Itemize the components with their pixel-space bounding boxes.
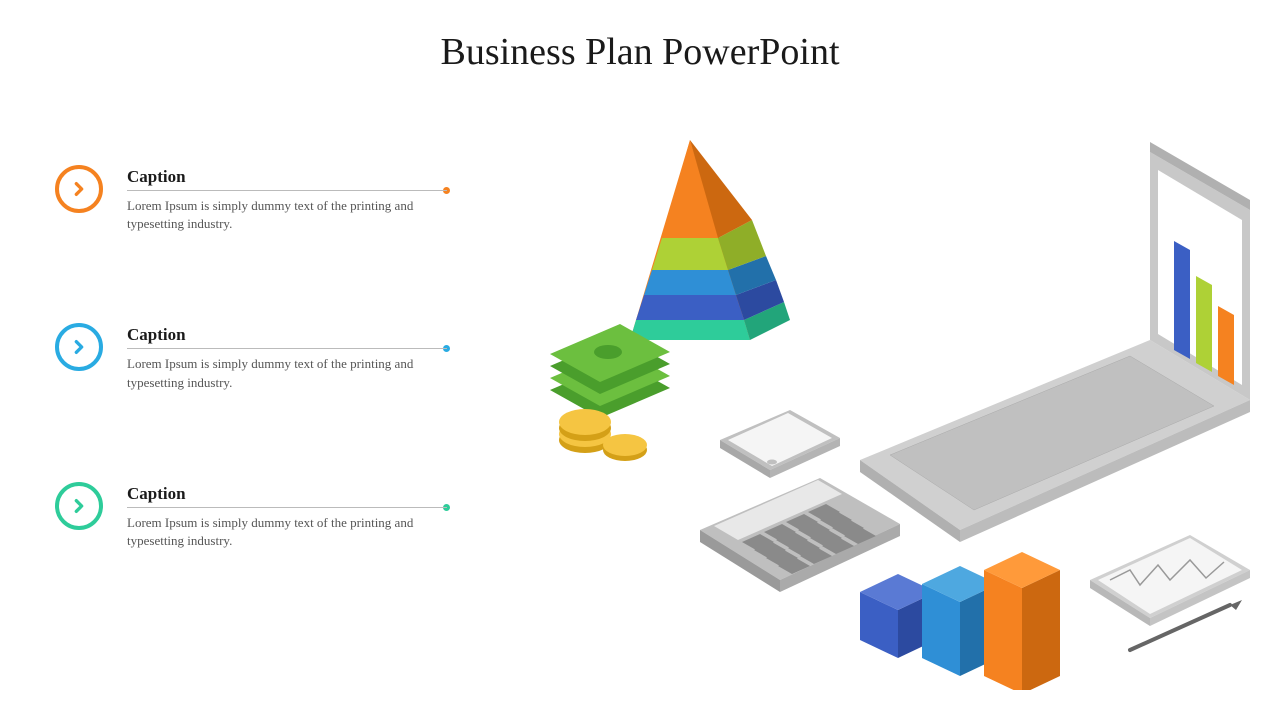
caption-item: Caption Lorem Ipsum is simply dummy text… xyxy=(55,482,475,550)
phone-icon xyxy=(720,410,840,478)
caption-list: Caption Lorem Ipsum is simply dummy text… xyxy=(55,165,475,640)
caption-item: Caption Lorem Ipsum is simply dummy text… xyxy=(55,165,475,233)
chevron-right-icon xyxy=(55,482,103,530)
notepad-icon xyxy=(1090,535,1250,650)
caption-body: Lorem Ipsum is simply dummy text of the … xyxy=(127,355,447,391)
pyramid-icon xyxy=(630,140,790,360)
page-title: Business Plan PowerPoint xyxy=(0,30,1280,74)
bar-chart-3d-icon xyxy=(860,552,1060,690)
caption-title: Caption xyxy=(127,484,475,504)
caption-title: Caption xyxy=(127,167,475,187)
chevron-right-icon xyxy=(55,323,103,371)
caption-body: Lorem Ipsum is simply dummy text of the … xyxy=(127,197,447,233)
chevron-right-icon xyxy=(55,165,103,213)
caption-body: Lorem Ipsum is simply dummy text of the … xyxy=(127,514,447,550)
caption-item: Caption Lorem Ipsum is simply dummy text… xyxy=(55,323,475,391)
money-icon xyxy=(550,324,670,461)
caption-title: Caption xyxy=(127,325,475,345)
business-illustration xyxy=(530,110,1250,690)
calculator-icon xyxy=(700,478,900,592)
laptop-icon xyxy=(860,142,1250,542)
